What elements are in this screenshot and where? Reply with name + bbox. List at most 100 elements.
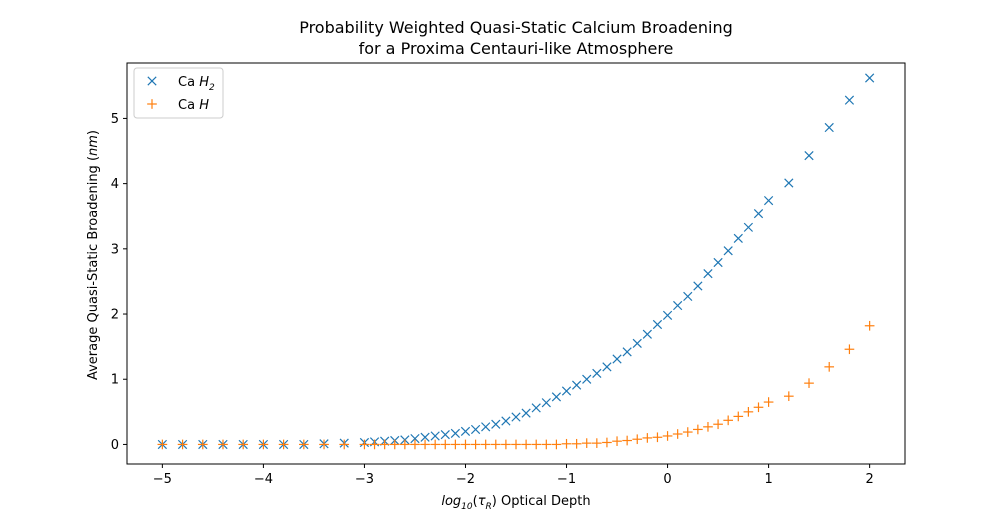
data-point xyxy=(551,392,562,402)
data-point xyxy=(612,436,622,447)
data-point xyxy=(157,439,168,450)
data-point xyxy=(824,122,834,133)
data-point xyxy=(632,434,643,445)
data-point xyxy=(410,439,420,450)
x-tick-label: −1 xyxy=(557,472,576,487)
data-point xyxy=(571,380,582,390)
data-point xyxy=(440,430,450,440)
data-point xyxy=(511,412,521,422)
data-point xyxy=(440,439,451,450)
data-point xyxy=(713,257,723,268)
y-axis-label-text: Average Quasi-Static Broadening xyxy=(86,165,101,380)
data-point xyxy=(511,439,521,450)
chart-title-line-2: for a Proxima Centauri-like Atmosphere xyxy=(359,39,674,58)
data-point xyxy=(602,437,612,448)
data-point xyxy=(865,73,875,83)
y-tick-label: 0 xyxy=(111,438,119,453)
legend-marker-glyph xyxy=(147,76,157,86)
data-point xyxy=(561,386,572,396)
data-point xyxy=(682,427,693,437)
data-point xyxy=(551,439,562,450)
data-point xyxy=(521,408,531,418)
data-point xyxy=(763,195,774,206)
data-point xyxy=(561,438,572,449)
data-point xyxy=(531,439,542,450)
data-point xyxy=(703,422,713,432)
data-point xyxy=(652,319,663,330)
y-axis: 0 1 2 3 4 5 xyxy=(111,112,127,453)
x-tick-label: −4 xyxy=(254,472,273,487)
data-point xyxy=(480,439,491,450)
data-point xyxy=(501,439,511,450)
data-point xyxy=(197,439,208,450)
data-point xyxy=(430,439,440,450)
data-point xyxy=(683,291,693,302)
plot-frame xyxy=(126,62,906,465)
data-point xyxy=(470,439,481,450)
data-point xyxy=(864,320,875,331)
data-point xyxy=(501,416,511,426)
data-point xyxy=(844,344,855,355)
data-point xyxy=(571,438,582,449)
x-tick-label: 2 xyxy=(865,472,873,487)
data-point xyxy=(481,422,491,432)
data-point xyxy=(662,431,673,441)
data-point xyxy=(359,439,370,450)
data-point xyxy=(298,439,309,450)
data-point xyxy=(652,432,663,443)
data-point xyxy=(258,439,269,450)
x-axis-label-tau-subscript: R xyxy=(486,502,492,512)
data-point xyxy=(339,439,350,450)
chart-title-line-1: Probability Weighted Quasi-Static Calciu… xyxy=(299,18,733,37)
data-point xyxy=(642,433,653,443)
legend-marker-glyph xyxy=(147,99,157,109)
data-point xyxy=(753,208,764,219)
data-point xyxy=(733,233,743,244)
data-point xyxy=(430,431,440,441)
data-point xyxy=(733,411,744,422)
series-ca-h xyxy=(157,320,875,450)
data-point xyxy=(824,362,835,372)
data-point xyxy=(491,419,501,429)
data-point xyxy=(177,439,188,450)
data-point xyxy=(400,439,410,450)
legend-marker-ca-h xyxy=(147,99,157,109)
data-point xyxy=(379,439,390,450)
legend: Ca H2 Ca H xyxy=(133,67,224,119)
data-point xyxy=(693,424,703,435)
y-tick-label: 1 xyxy=(111,373,119,388)
data-point xyxy=(713,419,723,430)
data-point xyxy=(672,429,683,439)
x-tick-label: −5 xyxy=(153,472,172,487)
data-point xyxy=(703,268,713,279)
data-point xyxy=(389,439,400,450)
data-point xyxy=(278,439,289,450)
legend-label-ca-h: Ca H xyxy=(178,98,209,113)
data-point xyxy=(592,368,602,378)
x-axis-label-text: Optical Depth xyxy=(501,494,591,509)
data-point xyxy=(622,435,632,446)
x-tick-label: 0 xyxy=(663,472,671,487)
data-point xyxy=(662,310,673,320)
data-point xyxy=(410,433,420,444)
data-point xyxy=(602,362,612,372)
data-point xyxy=(753,402,764,413)
data-point xyxy=(460,439,471,450)
y-axis-label: Average Quasi-Static Broadening (nm) xyxy=(86,130,101,380)
data-point xyxy=(541,439,552,450)
x-tick-label: −2 xyxy=(456,472,475,487)
x-axis: −5 −4 −3 −2 −1 0 1 2 xyxy=(153,464,874,487)
legend-label-ca-h2: Ca H2 xyxy=(178,75,215,93)
data-point xyxy=(218,439,228,450)
data-point xyxy=(743,407,754,417)
data-point xyxy=(582,374,592,384)
data-point xyxy=(622,347,632,357)
data-point xyxy=(238,439,249,450)
y-tick-label: 4 xyxy=(111,177,119,192)
data-point xyxy=(723,415,734,426)
legend-box xyxy=(133,67,224,119)
data-point xyxy=(723,246,733,256)
x-tick-label: −3 xyxy=(355,472,374,487)
x-axis-label: log10(τR) Optical Depth xyxy=(441,494,590,512)
